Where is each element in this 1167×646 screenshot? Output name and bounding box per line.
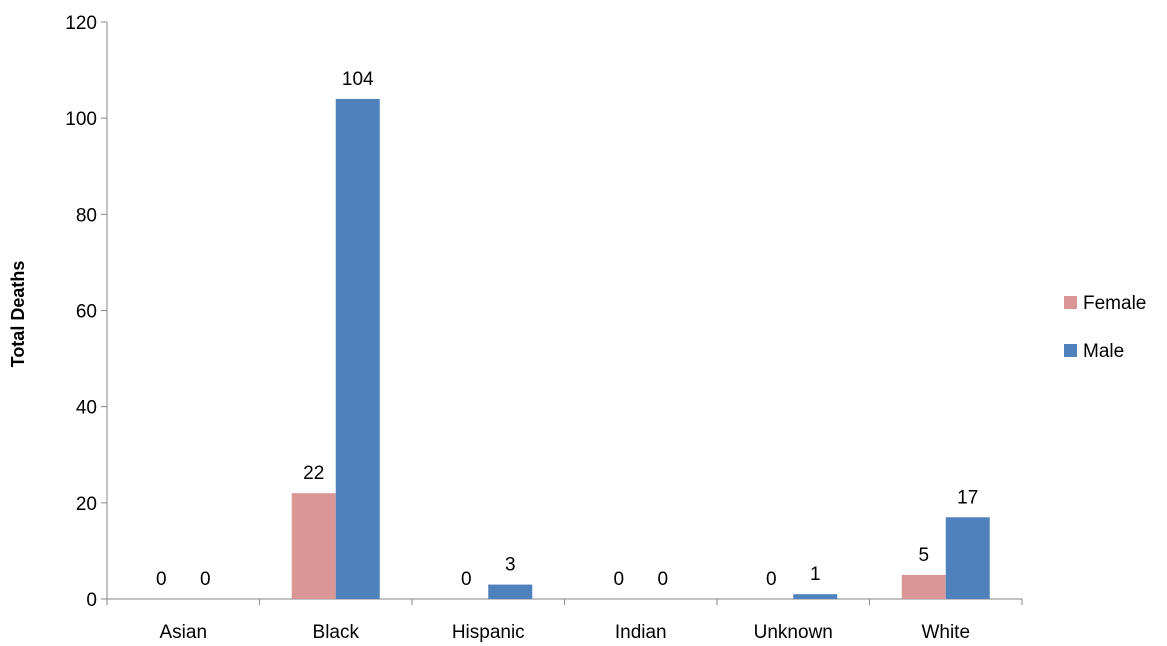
data-label: 0 xyxy=(461,569,472,590)
data-label: 0 xyxy=(657,569,668,590)
legend-swatch-male xyxy=(1064,344,1077,357)
y-tick-label: 20 xyxy=(76,494,97,515)
bar-male xyxy=(488,584,533,599)
x-tick-label: Black xyxy=(313,622,360,643)
x-tick-label: Hispanic xyxy=(452,622,525,643)
y-tick-label: 120 xyxy=(65,13,97,34)
bar-male xyxy=(793,594,838,599)
data-label: 22 xyxy=(303,463,324,484)
bar-male xyxy=(335,98,380,599)
bar-female xyxy=(291,493,336,599)
y-tick-label: 0 xyxy=(86,590,97,611)
bar-female xyxy=(901,574,946,599)
legend-label-female: Female xyxy=(1083,293,1146,314)
bars xyxy=(291,98,990,599)
y-axis: 0 20 40 60 80 100 120 xyxy=(65,13,108,611)
bar-male xyxy=(945,517,990,599)
data-label: 0 xyxy=(156,569,167,590)
data-label: 1 xyxy=(810,564,821,585)
data-label: 0 xyxy=(613,569,624,590)
data-label: 0 xyxy=(766,569,777,590)
data-label: 0 xyxy=(200,569,211,590)
data-label: 17 xyxy=(957,487,978,508)
x-tick-label: Asian xyxy=(159,622,207,643)
x-axis: Asian Black Hispanic Indian Unknown White xyxy=(106,598,1023,643)
legend-label-male: Male xyxy=(1083,341,1124,362)
y-tick-label: 100 xyxy=(65,109,97,130)
data-label: 104 xyxy=(342,69,374,90)
x-tick-label: Unknown xyxy=(754,622,833,643)
y-axis-title: Total Deaths xyxy=(8,261,28,368)
legend-swatch-female xyxy=(1064,296,1077,309)
y-tick-label: 80 xyxy=(76,205,97,226)
x-tick-label: Indian xyxy=(615,622,667,643)
y-tick-label: 60 xyxy=(76,302,97,323)
y-tick-label: 40 xyxy=(76,398,97,419)
data-label: 5 xyxy=(918,545,929,566)
legend: Female Male xyxy=(1064,293,1146,362)
x-tick-label: White xyxy=(921,622,970,643)
data-label: 3 xyxy=(505,555,516,576)
data-labels: 0 22 0 0 0 5 0 104 3 0 1 17 xyxy=(156,69,978,590)
